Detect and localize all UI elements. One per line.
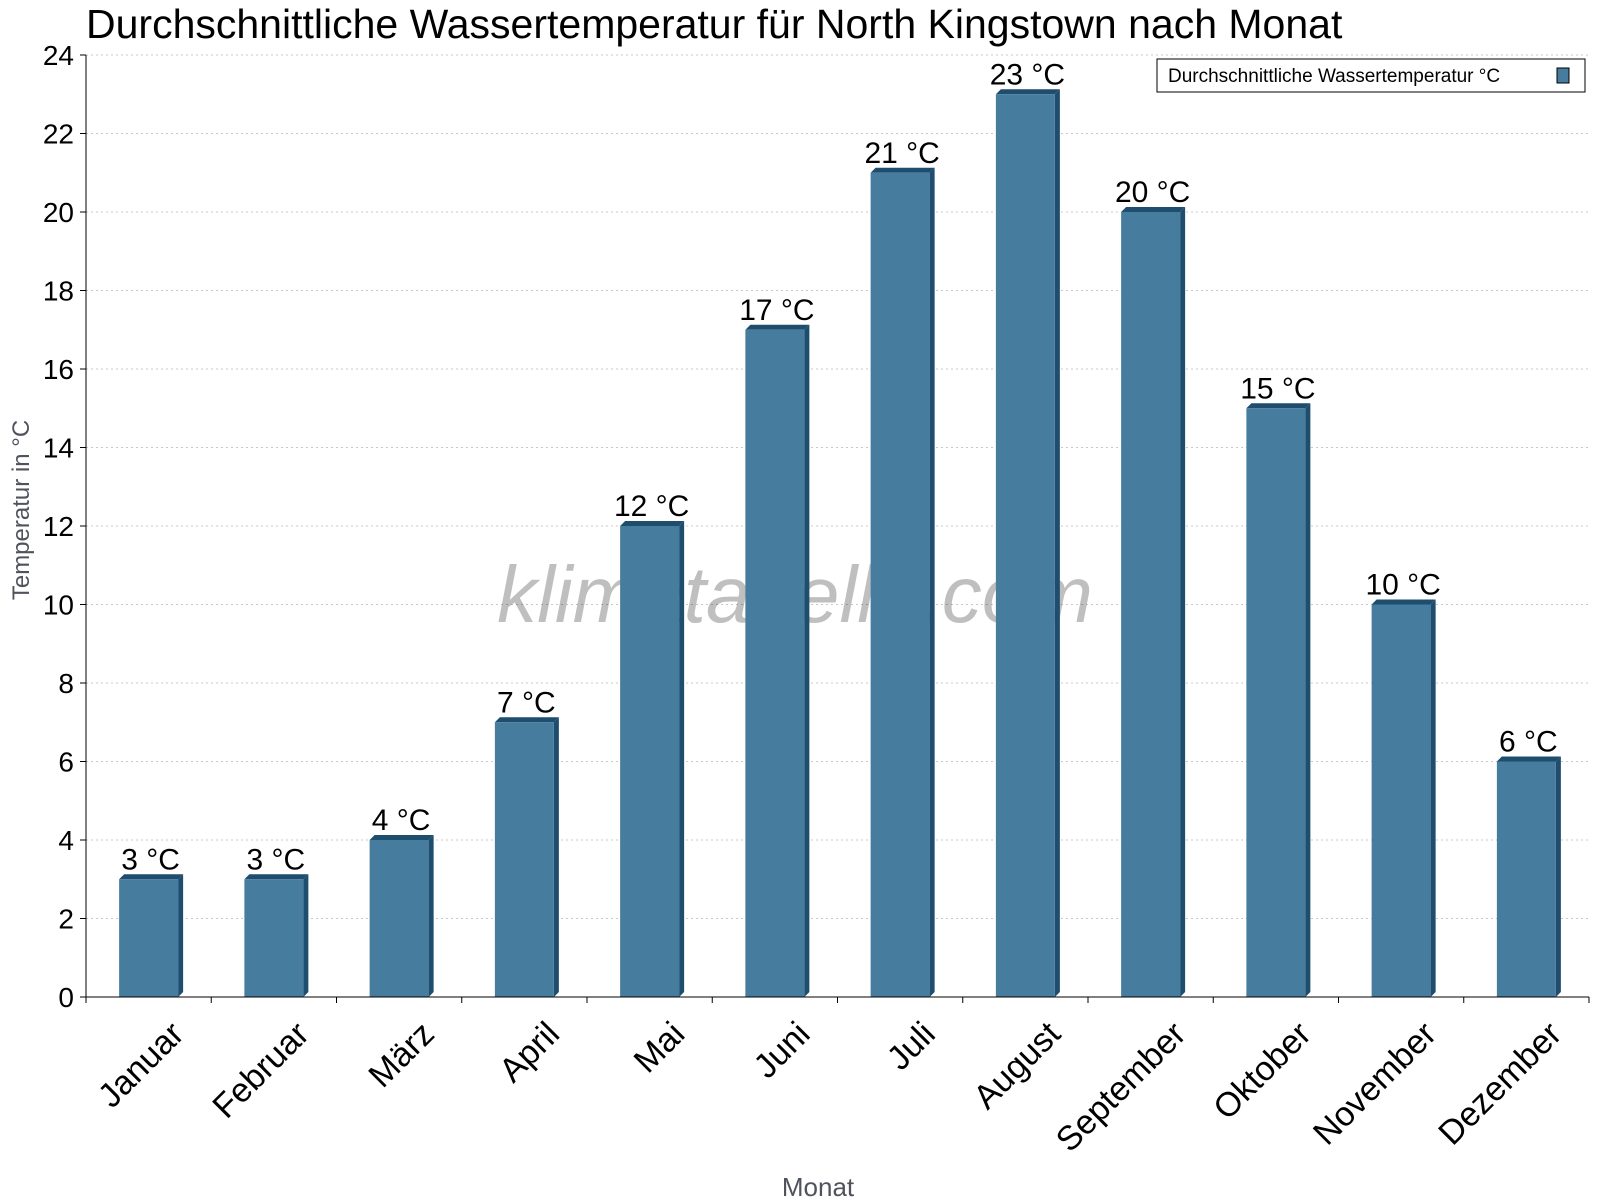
y-tick-label: 22 bbox=[43, 119, 74, 150]
y-tick-label: 20 bbox=[43, 197, 74, 228]
x-tick-label-märz: März bbox=[361, 1015, 441, 1095]
bar-januar bbox=[119, 874, 184, 997]
x-tick-label-juni: Juni bbox=[747, 1015, 818, 1086]
bar-august bbox=[995, 89, 1060, 997]
bar-side bbox=[1430, 599, 1436, 997]
data-label: 3 °C bbox=[121, 843, 180, 876]
data-label: 3 °C bbox=[247, 843, 306, 876]
bar-side bbox=[804, 324, 810, 997]
x-tick-label-mai: Mai bbox=[627, 1015, 693, 1081]
bar-top bbox=[1496, 756, 1561, 762]
bar-front bbox=[620, 526, 680, 997]
x-tick-label-november: November bbox=[1306, 1015, 1444, 1153]
bar-juli bbox=[870, 167, 935, 997]
bar-side bbox=[679, 521, 685, 997]
bar-front bbox=[369, 840, 429, 997]
bar-märz bbox=[369, 835, 434, 997]
legend: Durchschnittliche Wassertemperatur °C bbox=[1156, 58, 1586, 93]
x-tick-label-februar: Februar bbox=[205, 1015, 316, 1126]
bar-side bbox=[1555, 756, 1561, 997]
data-label: 6 °C bbox=[1499, 726, 1558, 759]
x-tick-label-januar: Januar bbox=[91, 1015, 191, 1115]
bar-top bbox=[745, 324, 810, 330]
bar-november bbox=[1371, 599, 1436, 997]
bar-front bbox=[1121, 212, 1181, 997]
y-tick-label: 24 bbox=[43, 40, 74, 71]
bar-juni bbox=[745, 324, 810, 997]
x-tick-labels: Januar Februar März April Mai Juni Juli AugustS… bbox=[91, 1014, 1569, 1159]
x-tick-label-april: April bbox=[492, 1015, 567, 1090]
x-axis-label: Monat bbox=[782, 1172, 855, 1200]
bar-top bbox=[870, 167, 935, 173]
y-tick-label: 6 bbox=[58, 747, 74, 778]
legend-swatch bbox=[1556, 67, 1570, 84]
legend-box bbox=[1156, 58, 1586, 93]
bar-side bbox=[428, 835, 434, 997]
bar-top bbox=[494, 717, 559, 723]
data-label: 20 °C bbox=[1115, 176, 1190, 209]
bar-februar bbox=[244, 874, 309, 997]
y-tick-label: 18 bbox=[43, 276, 74, 307]
bar-front bbox=[745, 329, 805, 997]
data-labels: 3 °C 3 °C 4 °C 7 °C 12 °C 17 °C 21 °C 23 °C 20 °… bbox=[121, 58, 1557, 876]
x-tick-label-dezember: Dezember bbox=[1431, 1015, 1569, 1153]
chart-title: Durchschnittliche Wassertemperatur für N… bbox=[86, 1, 1343, 47]
y-tick-label: 14 bbox=[43, 433, 74, 464]
y-tick-label: 4 bbox=[58, 825, 74, 856]
bar-front bbox=[1496, 761, 1556, 997]
data-label: 21 °C bbox=[864, 137, 939, 170]
y-axis-label: Temperatur in °C bbox=[8, 420, 35, 600]
bar-front bbox=[244, 879, 304, 997]
bars bbox=[119, 89, 1561, 997]
bar-top bbox=[620, 521, 685, 526]
bar-side bbox=[929, 167, 935, 997]
bar-front bbox=[995, 94, 1055, 997]
bar-front bbox=[1246, 408, 1306, 997]
bar-front bbox=[494, 722, 554, 997]
x-tick-label-september: September bbox=[1049, 1015, 1193, 1159]
bar-top bbox=[119, 874, 184, 880]
bar-side bbox=[1180, 207, 1186, 997]
gridlines bbox=[86, 54, 1589, 919]
x-tick-label-juli: Juli bbox=[880, 1015, 943, 1078]
bar-front bbox=[119, 879, 179, 997]
bar-side bbox=[178, 874, 184, 997]
bar-top bbox=[1371, 599, 1436, 605]
bar-dezember bbox=[1496, 756, 1561, 997]
y-tick-label: 2 bbox=[58, 904, 74, 935]
data-label: 10 °C bbox=[1365, 569, 1440, 602]
data-label: 12 °C bbox=[614, 490, 689, 523]
axes bbox=[80, 54, 1590, 1003]
data-label: 7 °C bbox=[497, 686, 556, 719]
bar-side bbox=[553, 717, 559, 997]
bar-side bbox=[1054, 89, 1060, 997]
x-tick-label-oktober: Oktober bbox=[1206, 1015, 1318, 1127]
data-label: 4 °C bbox=[372, 804, 431, 837]
bar-top bbox=[1121, 207, 1186, 212]
data-label: 23 °C bbox=[990, 58, 1065, 91]
bar-mai bbox=[620, 521, 685, 997]
bar-top bbox=[1246, 403, 1311, 409]
y-tick-label: 12 bbox=[43, 511, 74, 542]
bar-oktober bbox=[1246, 403, 1311, 997]
legend-entry-label: Durchschnittliche Wassertemperatur °C bbox=[1168, 66, 1500, 87]
y-tick-label: 8 bbox=[58, 668, 74, 699]
bar-top bbox=[244, 874, 309, 880]
bar-top bbox=[995, 89, 1060, 95]
bar-front bbox=[1371, 604, 1431, 997]
bar-april bbox=[494, 717, 559, 997]
bar-side bbox=[303, 874, 309, 997]
y-tick-label: 16 bbox=[43, 354, 74, 385]
x-tick-label-august: August bbox=[966, 1014, 1068, 1116]
y-tick-label: 0 bbox=[58, 982, 74, 1013]
data-label: 17 °C bbox=[739, 294, 814, 327]
bar-september bbox=[1121, 207, 1186, 997]
bar-top bbox=[369, 835, 434, 840]
y-tick-label: 10 bbox=[43, 590, 74, 621]
data-label: 15 °C bbox=[1240, 372, 1315, 405]
bar-side bbox=[1305, 403, 1311, 997]
bar-front bbox=[870, 172, 930, 997]
